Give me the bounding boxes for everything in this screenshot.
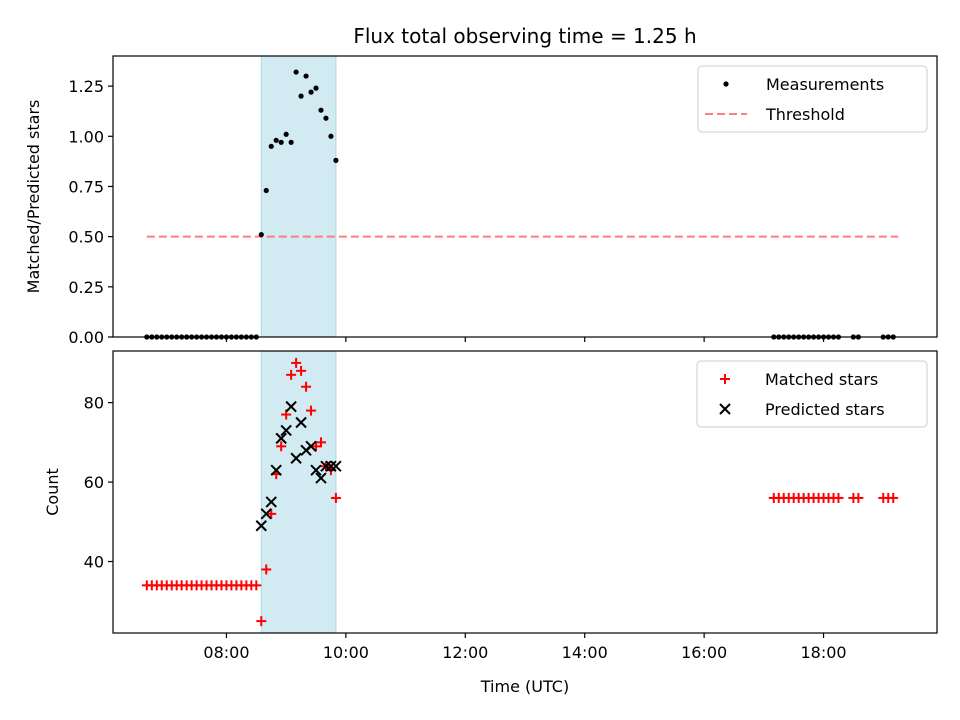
legend-predicted-marker xyxy=(719,403,731,415)
chart-title: Flux total observing time = 1.25 h xyxy=(353,24,696,48)
matched-point xyxy=(833,492,844,503)
matched-point xyxy=(266,508,277,519)
predicted-point xyxy=(260,508,272,520)
matched-point xyxy=(251,580,262,591)
predicted-point xyxy=(310,464,322,476)
measurement-point xyxy=(283,131,289,137)
y-tick-label: 1.00 xyxy=(68,127,104,146)
matched-point xyxy=(888,492,899,503)
predicted-point xyxy=(290,452,302,464)
matched-point xyxy=(261,564,272,575)
predicted-point xyxy=(270,464,282,476)
predicted-point xyxy=(295,416,307,429)
observing-span-bottom xyxy=(260,350,337,634)
y-tick-label: 60 xyxy=(84,473,104,492)
legend-box xyxy=(697,65,928,133)
legend-top: Measurements Threshold xyxy=(697,65,928,133)
x-tick-label: 16:00 xyxy=(681,643,727,662)
measurement-point xyxy=(333,157,339,163)
y-axis-label-top: Matched/Predicted stars xyxy=(24,100,43,294)
x-tick-label: 14:00 xyxy=(562,643,608,662)
matched-point xyxy=(286,369,297,380)
x-tick-label: 18:00 xyxy=(800,643,846,662)
x-axis-label: Time (UTC) xyxy=(480,677,569,696)
predicted-point xyxy=(280,424,292,437)
predicted-point xyxy=(285,400,297,413)
series-matched-stars xyxy=(141,357,899,627)
y-tick-label: 0.00 xyxy=(68,328,104,347)
x-tick-label: 08:00 xyxy=(203,643,249,662)
legend-label: Measurements xyxy=(766,75,884,94)
y-tick-label: 0.50 xyxy=(68,228,104,247)
measurement-point xyxy=(258,232,264,238)
legend-measurement-marker xyxy=(723,81,729,87)
predicted-point xyxy=(305,440,317,453)
y-tick-label: 0.75 xyxy=(68,177,104,196)
measurement-point xyxy=(323,115,329,121)
matched-point xyxy=(291,357,302,368)
legend-box xyxy=(696,360,928,428)
x-tick-label: 10:00 xyxy=(323,643,369,662)
y-axis-label-bottom: Count xyxy=(43,468,62,516)
axes-frame-top xyxy=(112,55,938,338)
measurement-point xyxy=(313,85,319,91)
axes-frame-bottom xyxy=(112,350,938,634)
matched-point xyxy=(306,405,317,416)
measurement-point xyxy=(328,133,334,139)
x-tick-label: 12:00 xyxy=(442,643,488,662)
legend-matched-marker xyxy=(720,374,730,384)
predicted-point xyxy=(325,460,337,472)
measurement-point xyxy=(318,107,324,113)
predicted-point xyxy=(265,496,277,508)
predicted-point xyxy=(315,472,327,484)
measurement-point xyxy=(293,69,299,75)
legend-bottom: Matched stars Predicted stars xyxy=(696,360,928,428)
measurement-point xyxy=(288,139,294,145)
predicted-point xyxy=(330,460,342,472)
measurement-point xyxy=(308,89,314,95)
y-tick-label: 40 xyxy=(84,553,104,572)
predicted-point xyxy=(255,520,267,532)
observing-span-top xyxy=(260,55,337,338)
matched-point xyxy=(301,381,312,392)
bottom-panel: 40 60 80 08:00 10:00 12:00 14:00 16:00 18:00 Coun… xyxy=(43,350,938,662)
matched-point xyxy=(276,441,287,452)
y-tick-label: 1.25 xyxy=(68,77,104,96)
legend-label: Matched stars xyxy=(765,370,878,389)
predicted-point xyxy=(320,460,332,472)
matched-point xyxy=(853,492,864,503)
measurement-point xyxy=(263,187,269,194)
matched-point xyxy=(315,437,326,448)
series-predicted-stars xyxy=(255,400,342,532)
y-tick-label: 0.25 xyxy=(68,278,104,297)
matched-point xyxy=(296,365,307,376)
legend-label: Threshold xyxy=(765,105,845,124)
y-tick-label: 80 xyxy=(84,394,104,413)
measurement-point xyxy=(278,139,284,145)
predicted-point xyxy=(275,432,287,445)
top-panel: 0.00 0.25 0.50 0.75 1.00 1.25 Matched/Predicte… xyxy=(24,55,938,347)
measurement-point xyxy=(298,93,304,99)
measurement-point xyxy=(303,73,309,79)
matched-point xyxy=(330,492,341,503)
measurement-point xyxy=(268,143,274,149)
legend-label: Predicted stars xyxy=(765,400,885,419)
matched-point xyxy=(256,616,267,627)
measurement-point xyxy=(273,137,279,143)
